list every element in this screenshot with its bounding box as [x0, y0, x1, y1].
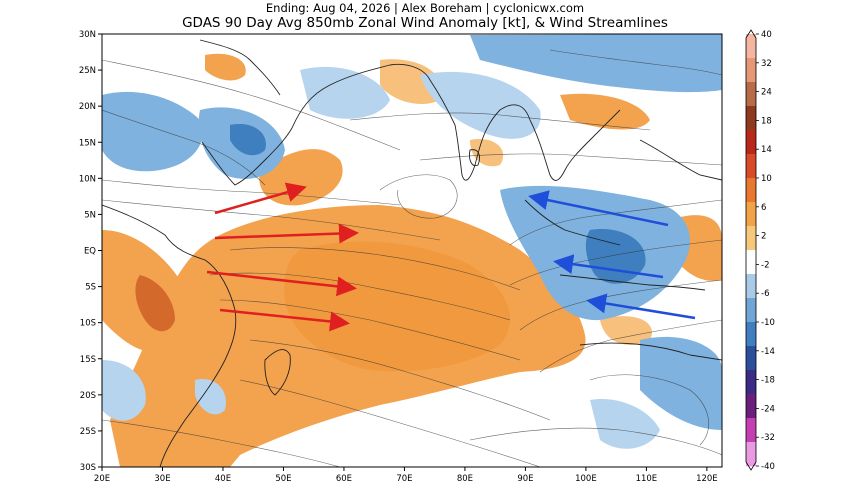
header-line-1: Ending: Aug 04, 2026 | Alex Boreham | cy… [265, 1, 585, 15]
lon-tick-label: 100E [575, 474, 597, 484]
colorbar-label: 2 [761, 232, 766, 242]
lon-tick-label: 50E [275, 474, 291, 484]
negative-anomaly-north-africa [102, 91, 203, 172]
red-arrow-3 [206, 270, 357, 297]
colorbar-segment [746, 322, 756, 347]
colorbar-segment [746, 130, 756, 155]
colorbar-segment [746, 298, 756, 323]
lat-tick-label: 30N [79, 30, 96, 40]
lat-tick-label: 15S [80, 355, 96, 365]
negative-anomaly-southeast [640, 336, 722, 430]
colorbar-segment [746, 394, 756, 419]
streamlines [102, 49, 722, 467]
lat-tick-label: 15N [79, 138, 96, 148]
anomaly-field [102, 34, 722, 467]
colorbar-label: 18 [761, 116, 772, 126]
colorbar-label: 14 [761, 145, 772, 155]
lat-tick-label: 25S [80, 427, 96, 437]
positive-anomaly-africa-core [135, 275, 175, 332]
lon-tick-label: 90E [517, 474, 533, 484]
lon-tick-label: 70E [396, 474, 412, 484]
lat-tick-label: 10S [80, 319, 96, 329]
colorbar-segment [746, 202, 756, 227]
negative-anomaly-south [590, 399, 660, 449]
colorbar-label: 10 [761, 174, 772, 184]
colorbar-label: -2 [761, 260, 769, 270]
latitude-ticks: 30N 25N 20N 15N 10N 5N EQ 5S 10S 15S 20S 25S 30S [79, 30, 102, 473]
positive-anomaly-seasia [560, 93, 650, 130]
negative-anomaly-arabia-light [300, 66, 390, 119]
easterly-anomaly-arrows [528, 190, 696, 320]
colorbar-label: -18 [761, 376, 775, 386]
colorbar-outline [745, 29, 757, 471]
negative-anomaly-madagascar [195, 379, 226, 415]
colorbar-label: -10 [761, 318, 775, 328]
positive-anomaly-bay [470, 139, 504, 167]
negative-anomaly-china [470, 34, 722, 93]
colorbar-segment [746, 226, 756, 251]
positive-anomaly-somali [259, 149, 343, 206]
colorbar-segment [746, 370, 756, 395]
lon-tick-label: 60E [336, 474, 352, 484]
lat-tick-label: 20N [79, 102, 96, 112]
map-title: GDAS 90 Day Avg 850mb Zonal Wind Anomaly… [182, 15, 668, 31]
colorbar-segment [746, 154, 756, 179]
lat-tick-label: 25N [79, 66, 96, 76]
colorbar-label: 32 [761, 59, 772, 69]
blue-arrow-3 [586, 293, 696, 320]
lon-tick-label: 30E [154, 474, 170, 484]
lat-tick-label: 10N [79, 174, 96, 184]
negative-anomaly-southwest [102, 360, 146, 421]
colorbar-segment [746, 346, 756, 371]
negative-anomaly-horn-core [230, 124, 266, 156]
coastlines [102, 39, 722, 467]
colorbar-label: -6 [761, 289, 769, 299]
positive-anomaly-core [284, 241, 510, 372]
lat-tick-label: 5N [84, 210, 96, 220]
negative-anomaly-india [420, 71, 541, 139]
blue-arrow-2 [553, 254, 664, 279]
colorbar-segment [746, 34, 756, 59]
lat-tick-label: 30S [80, 463, 96, 473]
positive-anomaly-arabia [205, 53, 246, 81]
colorbar: 40 32 24 18 14 10 6 2 -2 -6 -10 -14 -18 -24 -32 -40 [745, 29, 775, 472]
lon-tick-label: 110E [636, 474, 658, 484]
lat-tick-label: EQ [84, 247, 96, 257]
colorbar-label: -24 [761, 404, 775, 414]
colorbar-segment [746, 442, 756, 467]
lat-tick-label: 5S [85, 283, 96, 293]
colorbar-label: 6 [761, 203, 766, 213]
red-arrow-1 [214, 182, 307, 215]
lon-tick-label: 80E [457, 474, 473, 484]
colorbar-segment [746, 178, 756, 203]
colorbar-label: -32 [761, 433, 775, 443]
negative-anomaly-eastern-core [585, 229, 646, 284]
lon-tick-label: 40E [215, 474, 231, 484]
positive-anomaly-southeast [600, 316, 652, 345]
colorbar-segment [746, 274, 756, 299]
lat-tick-label: 20S [80, 391, 96, 401]
colorbar-segment [746, 106, 756, 131]
colorbar-label: -14 [761, 347, 775, 357]
blue-arrow-1 [528, 190, 669, 227]
westerly-anomaly-arrows [206, 182, 359, 332]
red-arrow-2 [214, 223, 359, 244]
longitude-ticks: 20E 30E 40E 50E 60E 70E 80E 90E 100E 110E 120E [94, 467, 718, 484]
colorbar-segment [746, 418, 756, 443]
colorbar-label: 40 [761, 30, 772, 40]
lon-tick-label: 120E [696, 474, 718, 484]
lon-tick-label: 20E [94, 474, 110, 484]
colorbar-segment [746, 250, 756, 275]
colorbar-label: 24 [761, 88, 772, 98]
red-arrow-4 [219, 308, 350, 332]
colorbar-segment [746, 58, 756, 83]
colorbar-segment [746, 82, 756, 107]
positive-anomaly-india [380, 59, 442, 105]
colorbar-label: -40 [761, 462, 775, 472]
